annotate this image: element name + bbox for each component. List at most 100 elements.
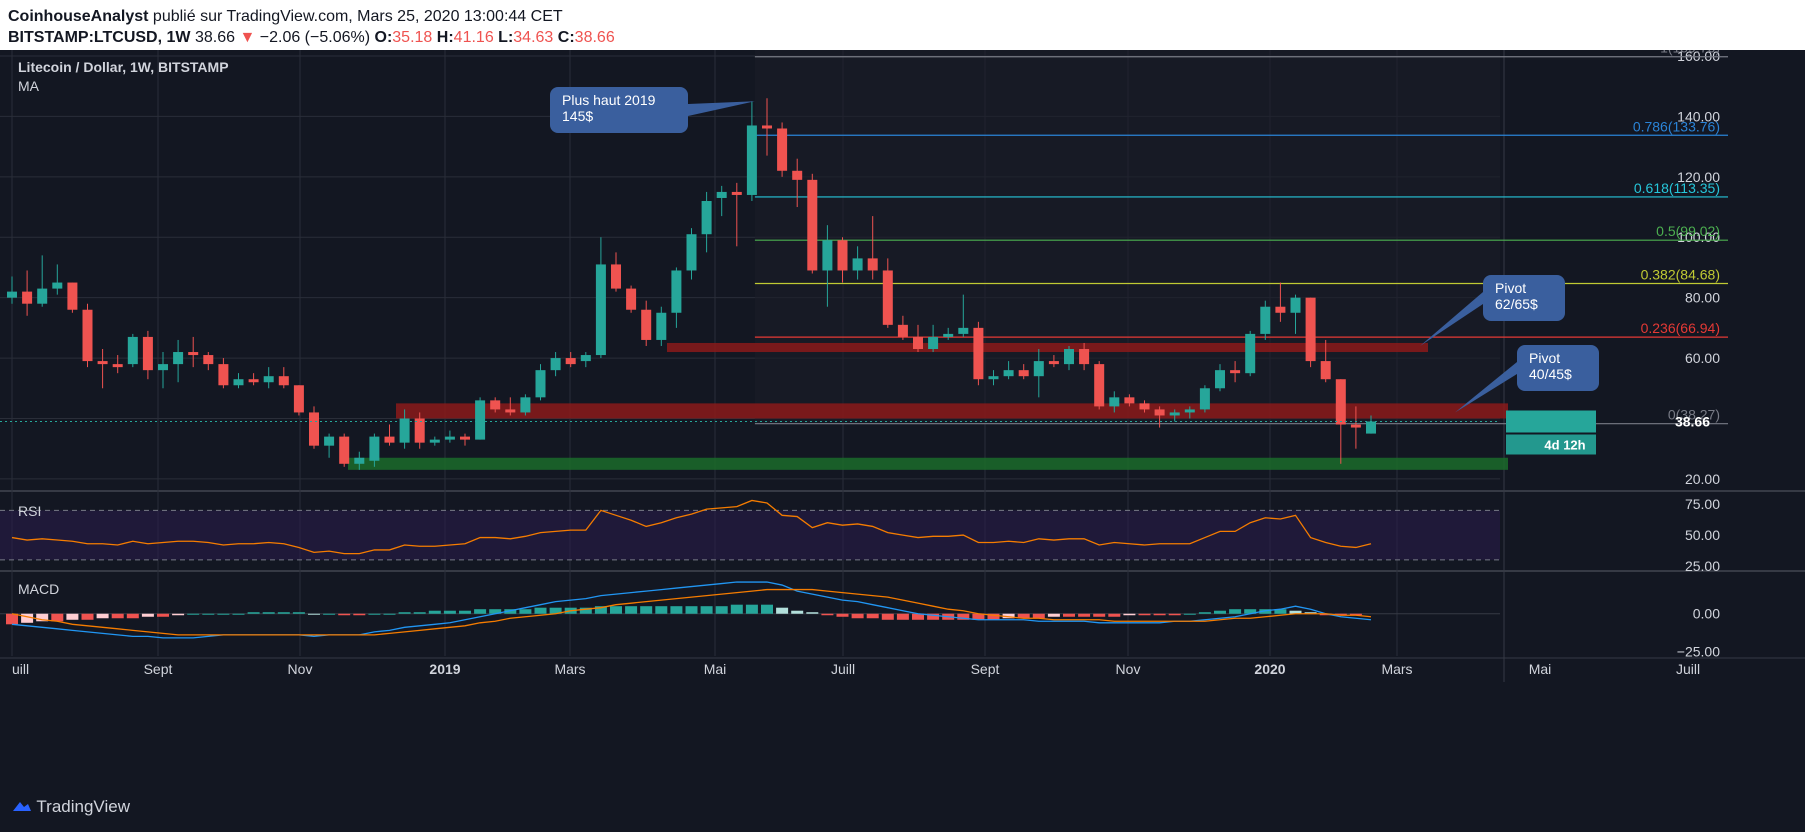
- chart-area[interactable]: uill Sept Nov 2019 Mars Mai Juill Sept Nov 2020 Ma…: [0, 50, 1805, 782]
- candle-body: [595, 264, 606, 356]
- macd-histogram-bar: [1229, 609, 1242, 614]
- macd-histogram-bar: [413, 612, 426, 614]
- macd-histogram-bar: [700, 606, 713, 614]
- candle-body: [233, 379, 244, 386]
- candle-body: [444, 436, 455, 440]
- fib-level-label: 0.382(84.68): [1641, 267, 1720, 283]
- candle-body: [701, 200, 712, 235]
- candle-body: [1335, 379, 1346, 425]
- time-axis-label: Mai: [1529, 661, 1552, 677]
- macd-histogram-bar: [443, 610, 456, 614]
- macd-histogram-bar: [776, 607, 789, 614]
- macd-histogram-bar: [489, 609, 502, 614]
- author-name[interactable]: CoinhouseAnalyst: [8, 8, 149, 25]
- macd-histogram-bar: [1319, 613, 1332, 616]
- rsi-axis-label: 50.00: [1685, 527, 1720, 543]
- candle-body: [188, 352, 199, 356]
- published-text: publié sur TradingView.com, Mars 25, 202…: [152, 8, 563, 25]
- macd-histogram-bar: [111, 613, 124, 619]
- ohlc-open: O:35.18: [375, 29, 433, 46]
- macd-histogram-bar: [96, 613, 109, 619]
- footer: TradingView: [0, 782, 1805, 832]
- candle-body: [913, 336, 923, 350]
- price-axis-label: 140.00: [1677, 108, 1720, 124]
- ohlc-low: L:34.63: [498, 29, 553, 46]
- macd-histogram-bar: [262, 612, 275, 614]
- macd-histogram-bar: [368, 613, 381, 615]
- symbol-label[interactable]: BITSTAMP:LTCUSD, 1W: [8, 29, 191, 46]
- rsi-axis-label: 25.00: [1685, 558, 1720, 574]
- down-arrow-icon: ▼: [239, 29, 256, 46]
- macd-histogram-bar: [761, 604, 773, 614]
- candle-body: [1048, 361, 1059, 365]
- macd-histogram-bar: [655, 606, 668, 614]
- candle-body: [580, 355, 591, 362]
- candle-body: [837, 240, 848, 271]
- macd-histogram-bar: [685, 606, 698, 614]
- macd-histogram-bar: [851, 613, 864, 619]
- candle-body: [822, 240, 833, 271]
- candle-body: [1290, 297, 1301, 313]
- macd-histogram-bar: [6, 613, 18, 625]
- candle-body: [505, 409, 516, 413]
- price-axis-label: 20.00: [1685, 471, 1720, 487]
- macd-histogram-bar: [1259, 609, 1272, 614]
- last-price-label: 38.66: [1675, 414, 1710, 430]
- time-axis-label: Nov: [288, 661, 313, 677]
- macd-histogram-bar: [549, 607, 562, 614]
- rsi-line: [11, 499, 1372, 555]
- candle-body: [520, 397, 531, 413]
- candle-body: [263, 376, 274, 383]
- publish-info: CoinhouseAnalyst publié sur TradingView.…: [8, 8, 563, 26]
- macd-histogram-bar: [398, 612, 411, 614]
- time-axis-label: 2020: [1254, 661, 1285, 677]
- ohlc-high-label: H:: [436, 29, 454, 46]
- rsi-axis-label: 75.00: [1685, 496, 1720, 512]
- macd-histogram-bar: [670, 606, 683, 614]
- macd-histogram-bar: [1138, 613, 1151, 616]
- tradingview-logo[interactable]: TradingView: [10, 797, 130, 817]
- candle-body: [218, 364, 229, 386]
- macd-histogram-bar: [821, 613, 834, 616]
- callout-text: Plus haut 2019: [562, 92, 656, 108]
- candle-body: [97, 361, 108, 365]
- macd-histogram-bar: [1334, 613, 1347, 616]
- macd-histogram-bar: [1017, 613, 1030, 619]
- callout-text: 40/45$: [1529, 366, 1572, 382]
- fib-level-label: 0.5(99.02): [1656, 223, 1720, 239]
- candle-body: [777, 128, 788, 171]
- ohlc-low-label: L:: [498, 29, 514, 46]
- time-axis-label: Sept: [971, 661, 1000, 677]
- callout-pointer: [688, 101, 755, 116]
- candle-body: [1305, 297, 1316, 362]
- candle-body: [535, 370, 546, 398]
- zone-resistance-62-65: [667, 342, 1428, 353]
- macd-histogram-bar: [217, 613, 230, 615]
- macd-histogram-bar: [1063, 613, 1075, 617]
- time-axis-label: Mars: [1381, 661, 1412, 677]
- candle-body: [1199, 388, 1210, 410]
- candle-body: [369, 436, 380, 461]
- candle-body: [490, 400, 501, 410]
- macd-histogram-bar: [957, 613, 970, 620]
- symbol-info: BITSTAMP:LTCUSD, 1W 38.66 ▼ −2.06 (−5.06…: [8, 29, 615, 47]
- candle-body: [1064, 349, 1074, 365]
- brand-label: TradingView: [36, 797, 130, 816]
- candle-body: [293, 385, 304, 413]
- candle-body: [1003, 370, 1014, 377]
- rsi-title: RSI: [18, 503, 41, 519]
- time-axis-label: Sept: [144, 661, 173, 677]
- macd-histogram-bar: [81, 613, 94, 620]
- fib-level-label: 0.236(66.94): [1641, 320, 1720, 336]
- macd-axis-label: 0.00: [1693, 606, 1720, 622]
- candle-body: [1094, 364, 1105, 407]
- candle-body: [1124, 397, 1135, 404]
- ohlc-low-value: 34.63: [513, 29, 554, 46]
- macd-histogram-bar: [459, 610, 471, 614]
- candle-body: [807, 179, 818, 271]
- candle-body: [626, 288, 637, 310]
- macd-histogram-bar: [594, 606, 607, 614]
- fib-level-label: 1(159.76): [1660, 50, 1720, 56]
